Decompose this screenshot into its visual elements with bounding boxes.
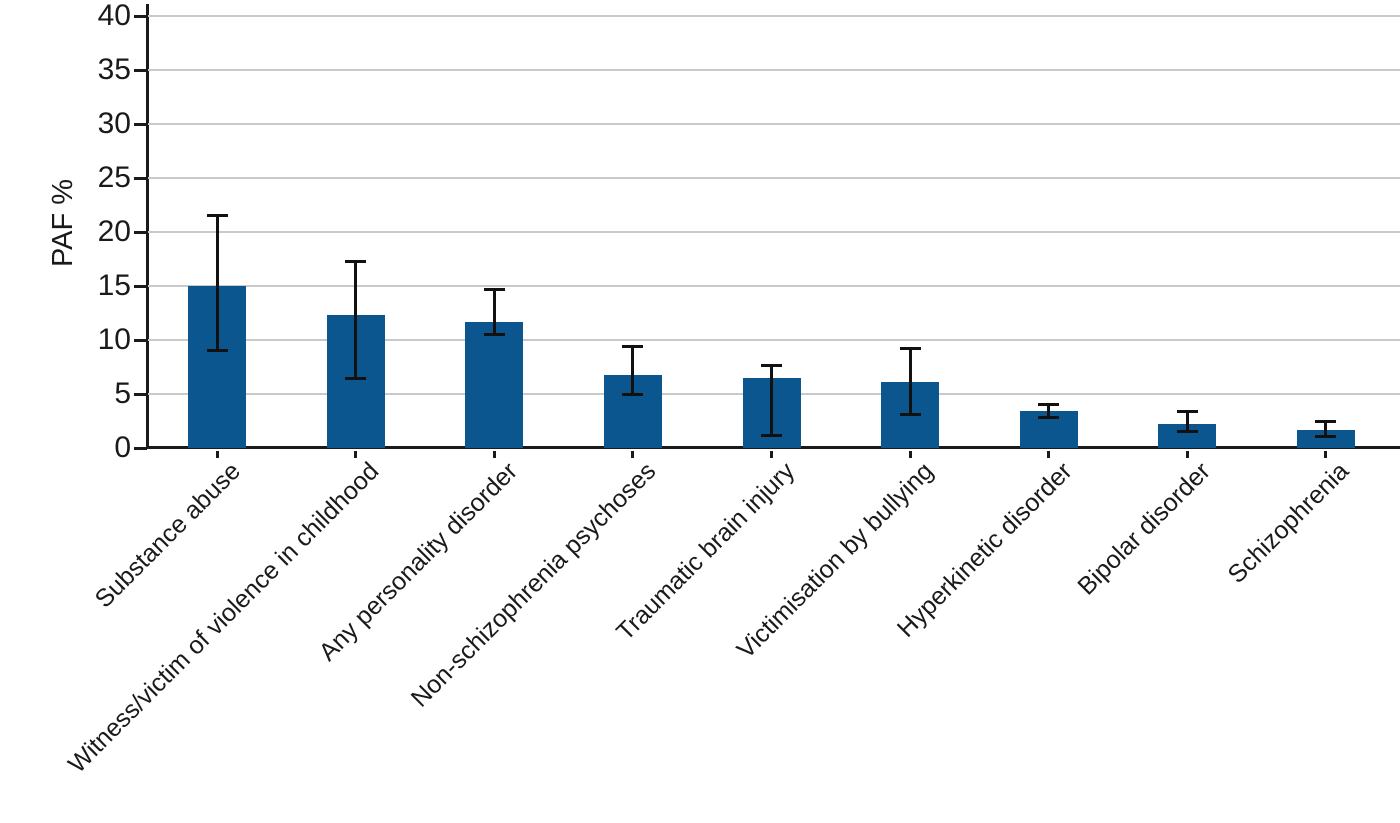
error-bar: [1047, 404, 1051, 418]
error-bar: [1324, 421, 1328, 437]
gridline: [148, 339, 1400, 341]
x-tick-label-text: Any personality disorder: [313, 457, 524, 667]
error-bar-bottom-cap: [622, 392, 644, 396]
error-bar: [1185, 411, 1189, 432]
error-bar-bottom-cap: [899, 413, 921, 417]
gridline: [148, 177, 1400, 179]
error-bar: [631, 346, 635, 394]
y-tick-label: 35: [97, 53, 131, 86]
y-tick-mark: [134, 14, 147, 18]
error-bar-top-cap: [1038, 403, 1060, 407]
x-tick-label-text: Schizophrenia: [1222, 457, 1355, 589]
error-bar: [908, 348, 912, 415]
x-tick-label: Bipolar disorder: [596, 457, 1216, 601]
x-tick-mark: [492, 451, 496, 458]
x-tick-mark: [770, 451, 773, 458]
x-tick-label-text: Non-schizophrenia psychoses: [406, 457, 662, 713]
y-tick-label: 40: [97, 0, 131, 32]
error-bar: [354, 261, 358, 379]
y-tick-mark: [134, 446, 147, 450]
x-tick-mark: [215, 451, 219, 458]
x-tick-label: Hyperkinetic disorder: [458, 457, 1078, 643]
y-tick-label: 10: [97, 323, 131, 356]
error-bar: [770, 365, 773, 436]
error-bar-bottom-cap: [1315, 434, 1337, 438]
error-bar-bottom-cap: [1038, 416, 1060, 420]
error-bar-bottom-cap: [345, 377, 367, 381]
x-tick-label-text: Traumatic brain injury: [611, 457, 801, 647]
x-tick-mark: [1185, 451, 1189, 458]
error-bar-bottom-cap: [206, 349, 228, 353]
y-tick-mark: [134, 176, 147, 180]
bar: [1158, 424, 1217, 448]
x-tick-label-text: Bipolar disorder: [1072, 457, 1216, 601]
x-tick-mark: [1324, 451, 1328, 458]
error-bar-bottom-cap: [483, 333, 505, 337]
bar: [465, 321, 524, 448]
y-tick-label: 25: [97, 161, 131, 194]
gridline: [148, 123, 1400, 125]
y-tick-label: 5: [114, 377, 131, 410]
error-bar: [492, 289, 496, 335]
y-tick-label: 15: [97, 269, 131, 302]
x-tick-label: Non-schizophrenia psychoses: [42, 457, 662, 713]
y-axis-line: [146, 4, 149, 449]
y-tick-mark: [134, 230, 147, 234]
y-tick-label: 20: [97, 215, 131, 248]
error-bar-top-cap: [622, 344, 644, 348]
x-tick-label: Schizophrenia: [735, 457, 1355, 589]
x-tick-label-text: Witness/victim of violence in childhood: [63, 457, 385, 779]
error-bar-top-cap: [899, 347, 921, 351]
x-tick-label: Victimisation by bullying: [319, 457, 939, 664]
plot-area: 0 5 10 15 20 25 30 35 40 Substance abuse Witness/v…: [63, 1, 1400, 778]
error-bar-top-cap: [1315, 419, 1337, 423]
gridline: [148, 69, 1400, 71]
x-tick-label-text: Substance abuse: [89, 457, 247, 614]
error-bar: [215, 215, 219, 351]
gridline: [148, 15, 1400, 17]
x-tick-mark: [1047, 451, 1051, 458]
error-bar-top-cap: [761, 364, 782, 368]
error-bar-top-cap: [483, 287, 505, 291]
y-tick-label: 30: [97, 107, 131, 140]
gridline: [148, 231, 1400, 233]
error-bar-top-cap: [206, 214, 228, 218]
x-tick-mark: [908, 451, 912, 458]
x-tick-label: Traumatic brain injury: [181, 457, 800, 646]
x-tick-label-text: Victimisation by bullying: [731, 457, 939, 665]
error-bar-top-cap: [1176, 409, 1198, 413]
x-tick-mark: [354, 451, 358, 458]
bar: [1296, 429, 1355, 448]
x-tick-label-text: Hyperkinetic disorder: [891, 457, 1078, 643]
y-tick-mark: [134, 392, 147, 396]
error-bar-bottom-cap: [761, 433, 782, 437]
error-bar-top-cap: [345, 259, 367, 263]
y-tick-mark: [134, 68, 147, 72]
x-tick-mark: [631, 451, 635, 458]
gridline: [148, 285, 1400, 287]
y-tick-mark: [134, 122, 147, 126]
y-tick-mark: [134, 338, 147, 342]
y-tick-label: 0: [114, 431, 131, 464]
error-bar-bottom-cap: [1176, 430, 1198, 434]
y-tick-mark: [134, 284, 147, 288]
